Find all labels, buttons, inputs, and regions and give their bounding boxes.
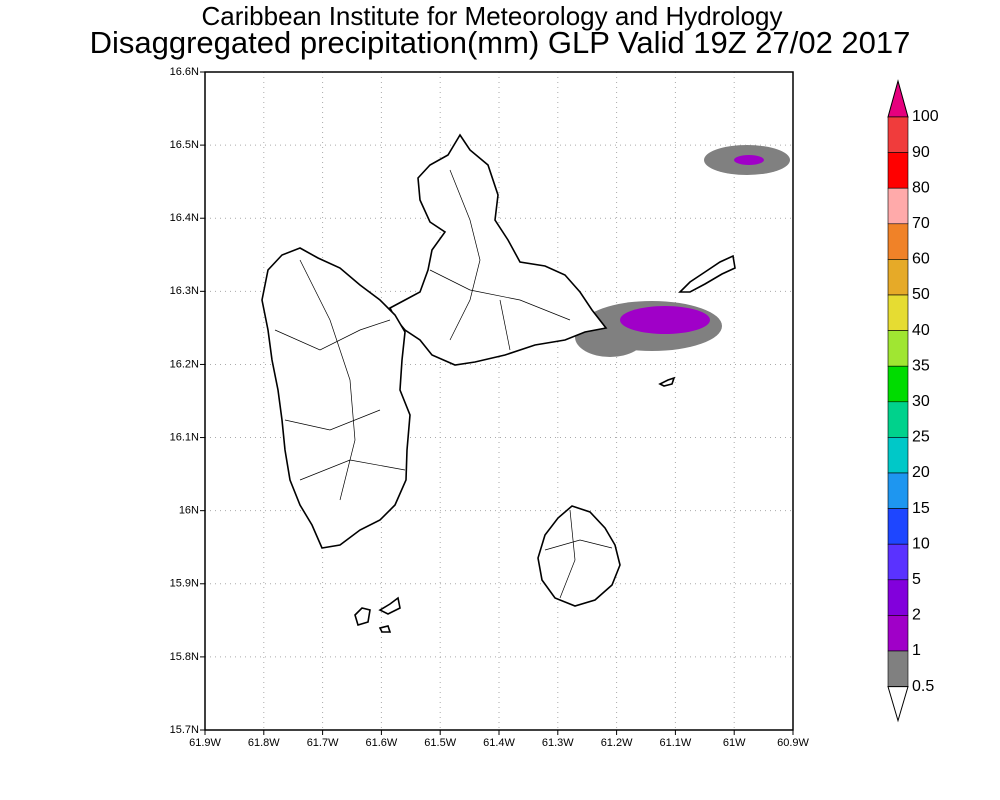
precip-area xyxy=(734,155,764,165)
colorbar-label: 0.5 xyxy=(912,678,934,695)
x-tick-label: 61W xyxy=(723,737,746,749)
colorbar-label: 30 xyxy=(912,393,930,410)
x-tick-label: 61.3W xyxy=(542,737,574,749)
colorbar-box xyxy=(887,508,909,545)
y-tick-label: 15.8N xyxy=(170,651,199,663)
grande-terre xyxy=(388,133,608,366)
precip-area xyxy=(620,306,710,334)
colorbar-box xyxy=(887,437,909,474)
land xyxy=(261,133,790,633)
colorbar-label: 20 xyxy=(912,464,930,481)
basse-terre xyxy=(261,247,411,549)
y-tick-label: 16.3N xyxy=(170,285,199,297)
colorbar-arrow xyxy=(887,79,909,118)
colorbar-label: 35 xyxy=(912,357,930,374)
colorbar-box xyxy=(887,401,909,438)
colorbar-label: 15 xyxy=(912,500,930,517)
colorbar-label: 60 xyxy=(912,251,930,268)
colorbar-label: 1 xyxy=(912,642,921,659)
colorbar-box xyxy=(887,259,909,296)
marie-galante xyxy=(537,505,621,607)
x-tick-label: 61.2W xyxy=(601,737,633,749)
colorbar: 100 90 80 70 60 50 40 35 30 25 20 15 10 5 2 1 0.5 xyxy=(887,79,939,723)
colorbar-box xyxy=(887,187,909,225)
colorbar-label: 40 xyxy=(912,322,930,339)
colorbar-box xyxy=(887,116,909,153)
colorbar-box xyxy=(887,152,909,189)
colorbar-label: 25 xyxy=(912,429,930,446)
subtitle: Disaggregated precipitation(mm) GLP Vali… xyxy=(90,25,911,60)
colorbar-label: 90 xyxy=(912,144,930,161)
x-tick-label: 60.9W xyxy=(777,737,809,749)
y-tick-label: 16.2N xyxy=(170,358,199,370)
y-tick-label: 15.7N xyxy=(170,724,199,736)
colorbar-label: 50 xyxy=(912,286,930,303)
y-tick-label: 16.5N xyxy=(170,139,199,151)
x-tick-label: 61.5W xyxy=(424,737,456,749)
y-tick-label: 15.9N xyxy=(170,578,199,590)
colorbar-box xyxy=(887,365,909,403)
colorbar-label: 70 xyxy=(912,215,930,232)
colorbar-box xyxy=(887,223,909,260)
title: Caribbean Institute for Meteorology and … xyxy=(202,1,783,31)
y-tick-label: 16.1N xyxy=(170,431,199,443)
colorbar-box xyxy=(887,330,909,367)
petite-terre xyxy=(658,376,676,387)
colorbar-box xyxy=(887,579,909,616)
colorbar-box xyxy=(887,543,909,581)
x-tick-label: 61.4W xyxy=(483,737,515,749)
colorbar-label: 5 xyxy=(912,571,921,588)
la-desirade xyxy=(678,254,736,293)
x-tick-label: 61.6W xyxy=(366,737,398,749)
colorbar-box xyxy=(887,615,909,652)
colorbar-label: 80 xyxy=(912,179,930,196)
colorbar-label: 100 xyxy=(912,108,939,125)
x-tick-label: 61.9W xyxy=(189,737,221,749)
x-tick-label: 61.1W xyxy=(660,737,692,749)
les-saintes xyxy=(354,596,401,633)
y-tick-label: 16.6N xyxy=(170,66,199,78)
colorbar-label: 2 xyxy=(912,607,921,624)
colorbar-box xyxy=(887,294,909,331)
x-tick-label: 61.8W xyxy=(248,737,280,749)
colorbar-label: 10 xyxy=(912,535,930,552)
x-tick-label: 61.7W xyxy=(307,737,339,749)
colorbar-arrow xyxy=(887,686,909,723)
y-tick-label: 16.4N xyxy=(170,212,199,224)
colorbar-box xyxy=(887,650,909,687)
colorbar-box xyxy=(887,472,909,509)
y-tick-label: 16N xyxy=(179,505,199,517)
